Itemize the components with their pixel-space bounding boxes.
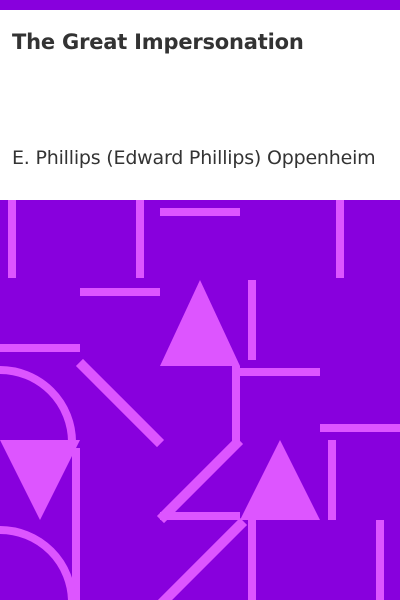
pattern-diagonal — [156, 436, 244, 524]
pattern-line — [8, 200, 16, 278]
pattern-line — [328, 440, 336, 520]
pattern-diagonal — [157, 517, 248, 600]
pattern-diagonal — [75, 358, 165, 448]
pattern-line — [320, 424, 400, 432]
pattern-line — [232, 366, 240, 446]
pattern-line — [80, 288, 160, 296]
pattern-line — [72, 448, 80, 600]
pattern-line — [240, 368, 320, 376]
pattern-line — [160, 512, 240, 520]
pattern-arc — [0, 526, 76, 600]
pattern-line — [248, 280, 256, 360]
pattern-triangle — [0, 440, 80, 520]
pattern-arc — [0, 366, 76, 443]
book-author: E. Phillips (Edward Phillips) Oppenheim — [12, 147, 376, 169]
pattern-shapes — [0, 200, 400, 600]
pattern-triangle — [160, 280, 240, 366]
pattern-line — [336, 200, 344, 278]
top-accent-bar — [0, 0, 400, 10]
pattern-line — [136, 200, 144, 278]
pattern-line — [0, 344, 80, 352]
pattern-background — [0, 200, 400, 600]
cover-pattern — [0, 200, 400, 600]
pattern-line — [248, 520, 256, 600]
pattern-line — [376, 520, 384, 600]
pattern-line — [160, 208, 240, 216]
book-title: The Great Impersonation — [12, 30, 304, 54]
pattern-triangle — [240, 440, 320, 520]
